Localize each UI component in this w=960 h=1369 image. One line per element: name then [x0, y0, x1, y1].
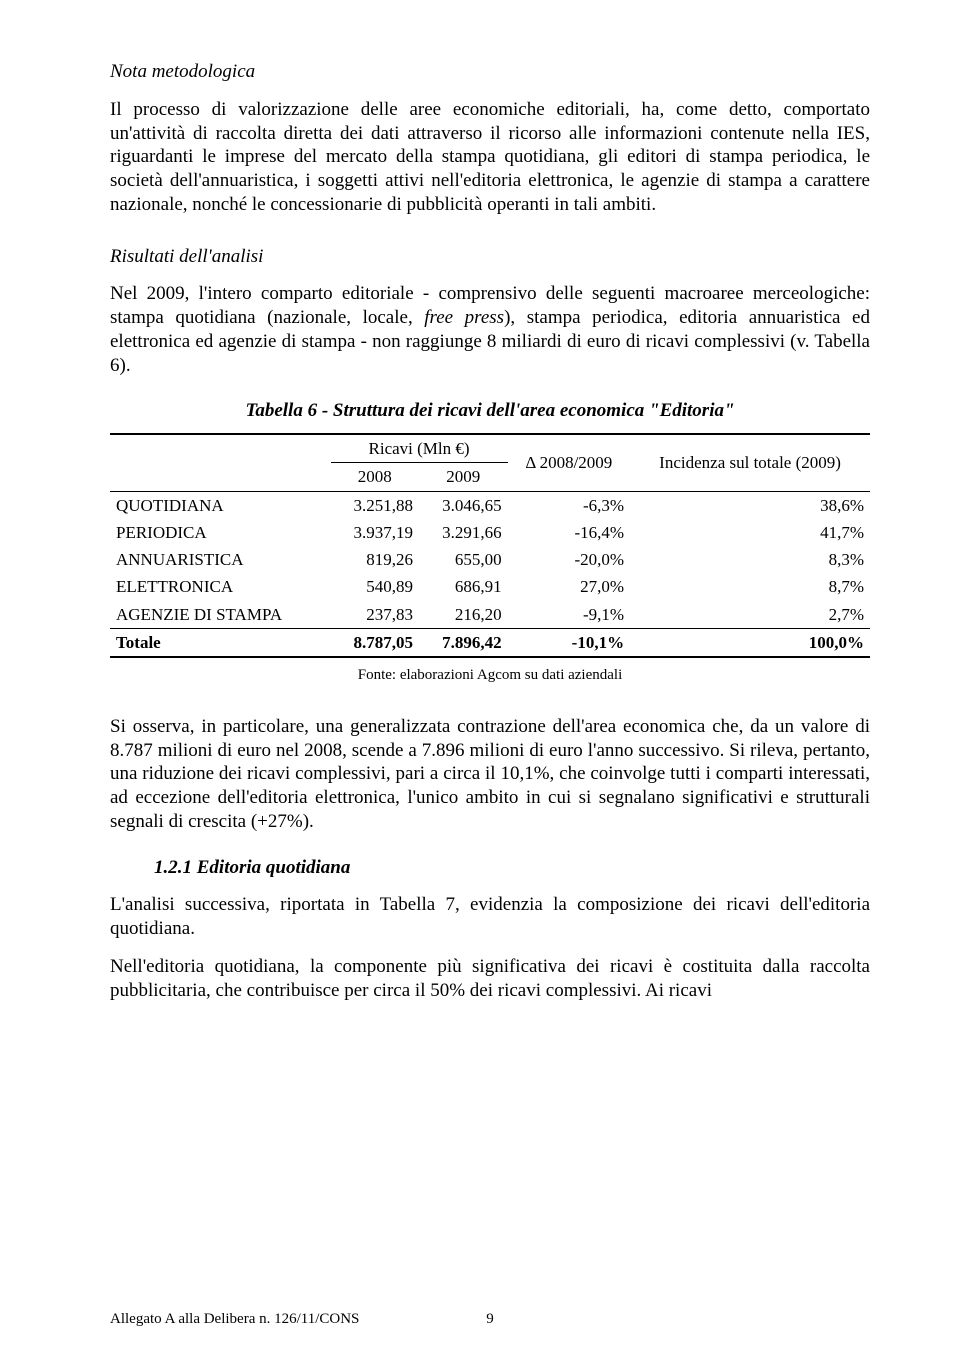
table-row: QUOTIDIANA 3.251,88 3.046,65 -6,3% 38,6% — [110, 491, 870, 519]
subsection-title: 1.2.1 Editoria quotidiana — [154, 856, 870, 880]
ricavi-table: Ricavi (Mln €) Δ 2008/2009 Incidenza sul… — [110, 433, 870, 658]
cell-2008: 3.251,88 — [331, 491, 420, 519]
cell-inc: 38,6% — [630, 491, 870, 519]
para-nota: Il processo di valorizzazione delle aree… — [110, 98, 870, 217]
cell-delta: -9,1% — [508, 601, 631, 629]
cell-2009: 3.291,66 — [419, 519, 508, 546]
para-risultati-italic: free press — [424, 307, 504, 328]
cell-delta: -16,4% — [508, 519, 631, 546]
footer-left: Allegato A alla Delibera n. 126/11/CONS — [110, 1310, 359, 1329]
cell-label: ANNUARISTICA — [110, 546, 331, 573]
subsection-para2: Nell'editoria quotidiana, la componente … — [110, 955, 870, 1003]
cell-2008: 3.937,19 — [331, 519, 420, 546]
cell-inc: 2,7% — [630, 601, 870, 629]
th-delta: Δ 2008/2009 — [508, 434, 631, 491]
section-title-risultati: Risultati dell'analisi — [110, 245, 870, 269]
cell-inc: 100,0% — [630, 628, 870, 657]
para-risultati: Nel 2009, l'intero comparto editoriale -… — [110, 282, 870, 377]
table-caption: Tabella 6 - Struttura dei ricavi dell'ar… — [110, 399, 870, 423]
cell-2009: 3.046,65 — [419, 491, 508, 519]
table-row: ANNUARISTICA 819,26 655,00 -20,0% 8,3% — [110, 546, 870, 573]
table-row: ELETTRONICA 540,89 686,91 27,0% 8,7% — [110, 573, 870, 600]
th-2009: 2009 — [419, 463, 508, 491]
cell-2008: 819,26 — [331, 546, 420, 573]
cell-delta: -20,0% — [508, 546, 631, 573]
cell-label: Totale — [110, 628, 331, 657]
table-row-total: Totale 8.787,05 7.896,42 -10,1% 100,0% — [110, 628, 870, 657]
cell-2009: 686,91 — [419, 573, 508, 600]
cell-2008: 540,89 — [331, 573, 420, 600]
th-2008: 2008 — [331, 463, 420, 491]
cell-label: PERIODICA — [110, 519, 331, 546]
cell-delta: -6,3% — [508, 491, 631, 519]
table-row: PERIODICA 3.937,19 3.291,66 -16,4% 41,7% — [110, 519, 870, 546]
cell-inc: 8,7% — [630, 573, 870, 600]
para-observation: Si osserva, in particolare, una generali… — [110, 715, 870, 834]
table-row: AGENZIE DI STAMPA 237,83 216,20 -9,1% 2,… — [110, 601, 870, 629]
footer-page-number: 9 — [486, 1310, 494, 1329]
cell-inc: 41,7% — [630, 519, 870, 546]
th-incidenza: Incidenza sul totale (2009) — [630, 434, 870, 491]
cell-inc: 8,3% — [630, 546, 870, 573]
subsection-para1: L'analisi successiva, riportata in Tabel… — [110, 893, 870, 941]
cell-2008: 237,83 — [331, 601, 420, 629]
cell-2009: 216,20 — [419, 601, 508, 629]
cell-delta: 27,0% — [508, 573, 631, 600]
cell-2009: 7.896,42 — [419, 628, 508, 657]
th-empty — [110, 434, 331, 491]
cell-label: ELETTRONICA — [110, 573, 331, 600]
page-footer: Allegato A alla Delibera n. 126/11/CONS … — [110, 1310, 870, 1329]
th-ricavi: Ricavi (Mln €) — [331, 434, 508, 463]
cell-label: QUOTIDIANA — [110, 491, 331, 519]
cell-label: AGENZIE DI STAMPA — [110, 601, 331, 629]
cell-2008: 8.787,05 — [331, 628, 420, 657]
cell-delta: -10,1% — [508, 628, 631, 657]
table-source: Fonte: elaborazioni Agcom su dati aziend… — [110, 666, 870, 685]
cell-2009: 655,00 — [419, 546, 508, 573]
section-title-nota: Nota metodologica — [110, 60, 870, 84]
table-body: QUOTIDIANA 3.251,88 3.046,65 -6,3% 38,6%… — [110, 491, 870, 657]
